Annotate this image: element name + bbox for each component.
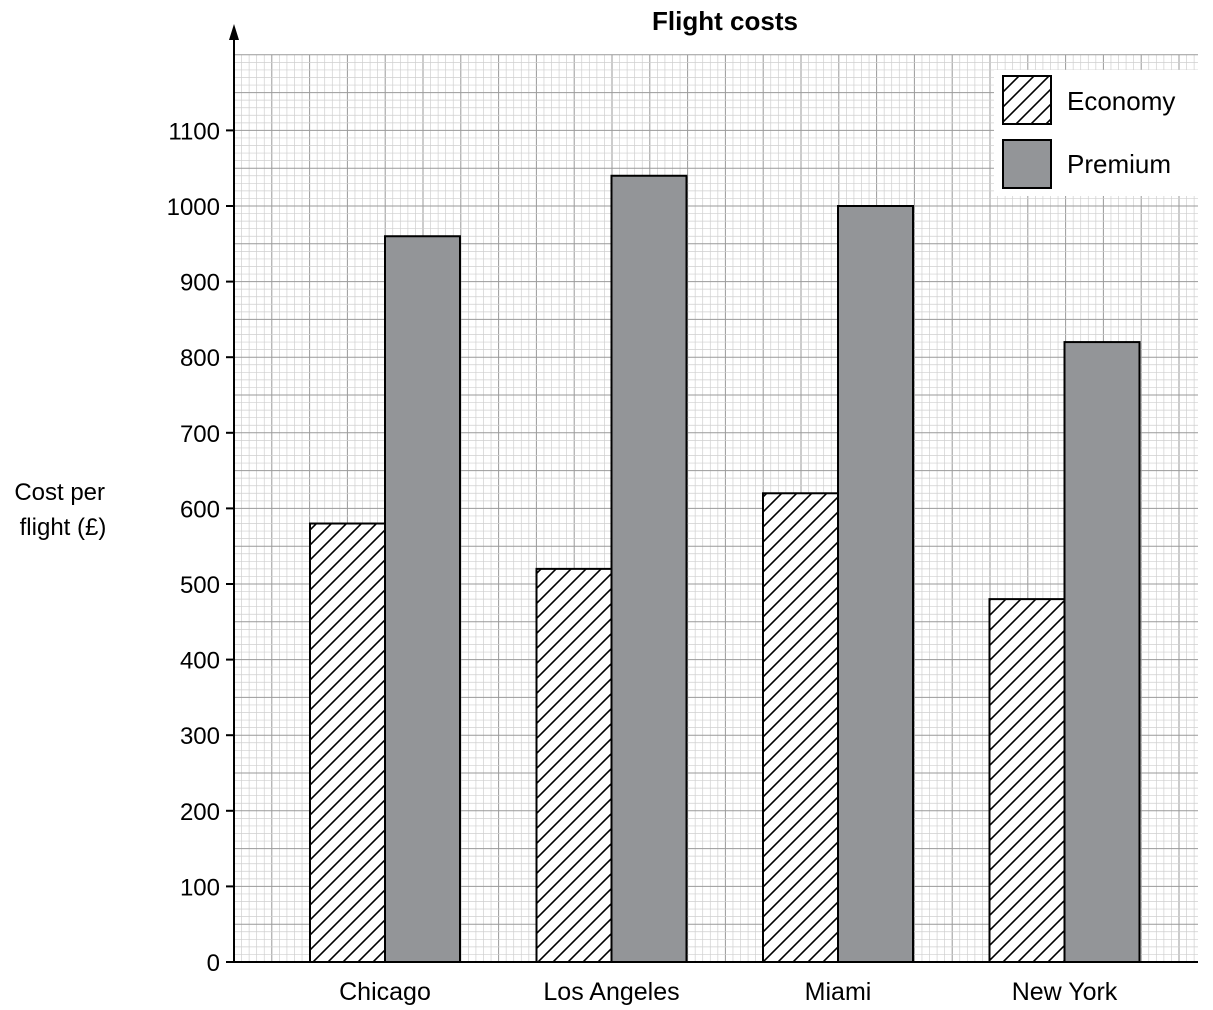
bar-economy: [309, 522, 386, 964]
x-category-label: New York: [1012, 978, 1118, 1006]
bars: [309, 174, 1141, 964]
bar-economy: [988, 598, 1066, 963]
y-axis-label-line-1: Cost per: [14, 479, 105, 506]
y-tick-label: 1100: [168, 118, 220, 145]
y-axis-label: Cost per flight (£): [14, 479, 111, 541]
y-tick-label: 200: [180, 799, 220, 826]
y-axis-label-line-2: flight (£): [20, 514, 107, 541]
y-tick-label: 500: [180, 572, 220, 599]
legend-label-premium: Premium: [1067, 149, 1171, 179]
bar-premium: [837, 205, 914, 963]
x-category-label: Los Angeles: [543, 978, 679, 1006]
y-axis-arrow-icon: [229, 24, 239, 40]
y-tick-label: 900: [180, 270, 220, 297]
bar-premium: [1063, 341, 1141, 963]
bar-economy: [535, 567, 613, 963]
y-tick-label: 600: [180, 496, 220, 523]
bar-premium: [610, 174, 688, 963]
y-tick-label: 100: [180, 874, 220, 901]
chart-title: Flight costs: [652, 6, 798, 36]
bar-economy: [762, 492, 839, 963]
legend-swatch-economy: [1002, 75, 1052, 125]
axes: [229, 24, 1198, 963]
legend: Economy Premium: [994, 70, 1198, 196]
y-tick-label: 800: [180, 345, 220, 372]
y-axis-ticks: 0 100 200 300 400 500 600 700 800 900 1000 1100: [167, 118, 234, 977]
legend-swatch-premium: [1002, 139, 1052, 189]
y-tick-label: 0: [207, 950, 220, 977]
y-tick-label: 1000: [167, 194, 220, 221]
bar-premium: [384, 235, 461, 964]
x-category-label: Miami: [805, 978, 872, 1006]
x-category-label: Chicago: [339, 978, 431, 1006]
y-tick-label: 700: [180, 421, 220, 448]
legend-label-economy: Economy: [1067, 86, 1175, 116]
x-axis-categories: Chicago Los Angeles Miami New York: [339, 978, 1118, 1006]
y-tick-label: 300: [180, 723, 220, 750]
y-tick-label: 400: [180, 648, 220, 675]
